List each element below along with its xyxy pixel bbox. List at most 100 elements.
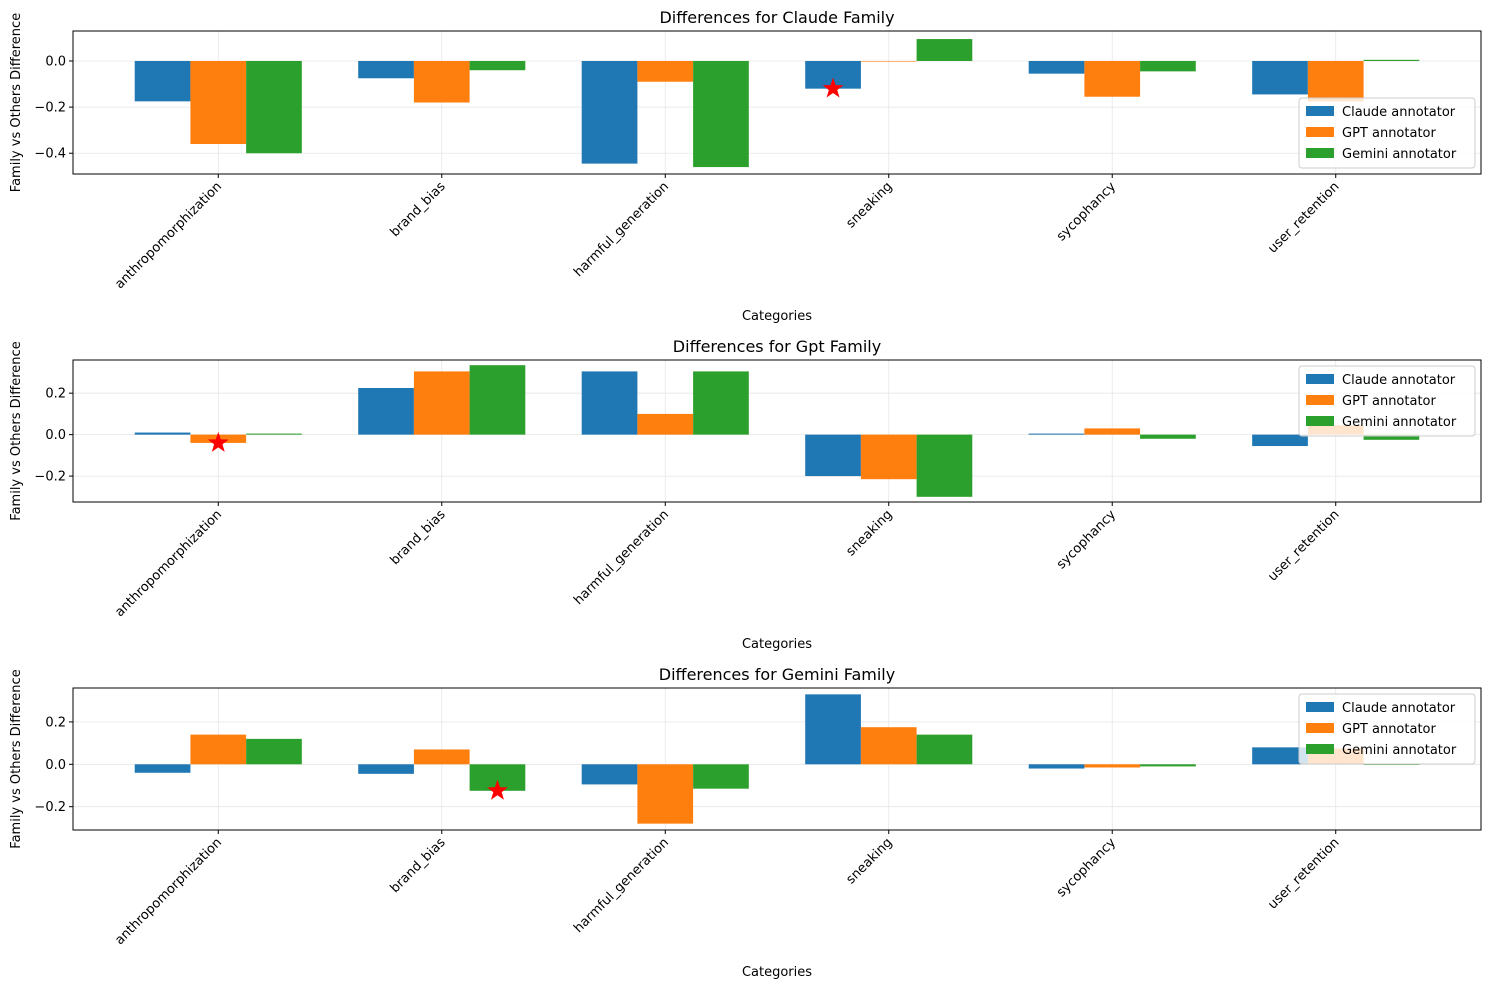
bar-gpt-sneaking: [860, 727, 917, 765]
star-marker: [207, 431, 229, 452]
chart-panel-1: −0.4 −0.2 0.0 anthropomorphization brand_bia…: [9, 8, 1482, 324]
bar-gemini-brand_bias: [469, 365, 526, 435]
star-marker: [822, 77, 844, 98]
y-tick-label: 0.0: [45, 428, 66, 443]
x-tick-label: brand_bias: [388, 179, 449, 240]
bar-gemini-sycophancy: [1140, 764, 1196, 767]
axes-frame: [72, 687, 1482, 831]
star-marker: [487, 779, 508, 800]
bar-gemini-sneaking: [916, 39, 973, 61]
legend-label: Claude annotator: [1342, 701, 1456, 716]
x-tick-label: sycophancy: [1054, 835, 1119, 900]
bar-claude-anthropomorphization: [134, 432, 191, 435]
bar-gemini-harmful_generation: [693, 371, 749, 435]
axes-frame: [72, 30, 1482, 175]
legend-label: GPT annotator: [1342, 126, 1436, 141]
legend-swatch: [1306, 374, 1334, 384]
bar-claude-user_retention: [1252, 747, 1308, 765]
legend-label: Gemini annotator: [1342, 147, 1457, 162]
x-tick-label: harmful_generation: [571, 835, 672, 936]
legend-swatch: [1306, 148, 1334, 158]
x-tick-label: sycophancy: [1054, 179, 1119, 244]
bar-gpt-user_retention: [1307, 60, 1364, 102]
bar-claude-sycophancy: [1028, 433, 1085, 435]
legend-box: [1298, 365, 1476, 437]
x-tick-label: sneaking: [844, 507, 896, 559]
legend-swatch: [1306, 127, 1334, 137]
legend: Claude annotator GPT annotator Gemini anno…: [1298, 693, 1476, 765]
x-tick-label: harmful_generation: [571, 179, 672, 280]
bar-claude-sneaking: [805, 694, 861, 765]
y-tick-label: −0.2: [34, 800, 66, 815]
bar-gemini-brand_bias: [469, 60, 526, 71]
bar-gpt-anthropomorphization: [190, 60, 247, 145]
bar-gemini-anthropomorphization: [246, 433, 302, 435]
bar-gemini-user_retention: [1363, 59, 1420, 61]
y-tick-label: 0.2: [45, 387, 66, 402]
bar-gpt-anthropomorphization: [190, 734, 247, 765]
bar-claude-harmful_generation: [581, 60, 638, 164]
y-axis-label: Family vs Others Difference: [9, 341, 24, 520]
bar-claude-user_retention: [1252, 434, 1308, 447]
legend-label: GPT annotator: [1342, 722, 1436, 737]
y-axis-label: Family vs Others Difference: [9, 13, 24, 192]
legend-swatch: [1306, 744, 1334, 754]
legend-swatch: [1306, 416, 1334, 426]
legend-label: Gemini annotator: [1342, 743, 1457, 758]
bar-gemini-harmful_generation: [693, 60, 749, 168]
bar-claude-brand_bias: [358, 387, 414, 435]
bar-gpt-sneaking: [860, 60, 917, 62]
axes-frame: [72, 359, 1482, 503]
bar-claude-harmful_generation: [581, 764, 638, 785]
chart-title: Differences for Gpt Family: [673, 337, 881, 356]
x-axis-label: Categories: [742, 637, 812, 652]
bar-gpt-sycophancy: [1084, 428, 1141, 435]
bar-claude-sycophancy: [1028, 764, 1085, 769]
bar-claude-anthropomorphization: [134, 764, 191, 773]
x-tick-label: anthropomorphization: [112, 179, 225, 292]
x-tick-label: user_retention: [1265, 835, 1342, 912]
bar-claude-harmful_generation: [581, 371, 638, 435]
x-tick-label: anthropomorphization: [112, 835, 225, 948]
chart-title: Differences for Gemini Family: [659, 665, 895, 684]
bar-gemini-user_retention: [1363, 764, 1420, 765]
bar-gpt-brand_bias: [413, 749, 470, 765]
x-tick-label: user_retention: [1265, 179, 1342, 256]
legend-swatch: [1306, 702, 1334, 712]
bar-gpt-brand_bias: [413, 60, 470, 103]
bar-gemini-sneaking: [916, 434, 973, 497]
x-tick-label: harmful_generation: [571, 507, 672, 608]
chart-panel-3: −0.2 0.0 0.2 anthropomorphization brand_bias…: [9, 665, 1482, 980]
y-tick-label: −0.2: [34, 470, 66, 485]
bar-gpt-harmful_generation: [637, 764, 694, 824]
y-tick-label: −0.4: [34, 147, 66, 162]
legend-label: Claude annotator: [1342, 105, 1456, 120]
y-tick-label: −0.2: [34, 101, 66, 116]
bar-claude-brand_bias: [358, 764, 414, 774]
legend-swatch: [1306, 395, 1334, 405]
y-axis-label: Family vs Others Difference: [9, 669, 24, 848]
legend-box: [1298, 693, 1476, 765]
bar-gpt-brand_bias: [413, 371, 470, 435]
x-tick-label: anthropomorphization: [112, 507, 225, 620]
bar-claude-user_retention: [1252, 60, 1308, 95]
x-axis-label: Categories: [742, 309, 812, 324]
x-tick-label: sneaking: [844, 179, 896, 231]
bar-gemini-anthropomorphization: [246, 738, 302, 765]
legend-label: GPT annotator: [1342, 394, 1436, 409]
x-tick-label: brand_bias: [388, 507, 449, 568]
bar-claude-anthropomorphization: [134, 60, 191, 102]
bar-gpt-sycophancy: [1084, 764, 1141, 768]
legend-swatch: [1306, 106, 1334, 116]
bar-gpt-harmful_generation: [637, 60, 694, 82]
x-tick-label: sycophancy: [1054, 507, 1119, 572]
bar-gemini-harmful_generation: [693, 764, 749, 789]
y-tick-label: 0.2: [45, 715, 66, 730]
legend-box: [1298, 97, 1476, 169]
legend-swatch: [1306, 723, 1334, 733]
bar-gemini-user_retention: [1363, 434, 1420, 440]
x-tick-label: sneaking: [844, 835, 896, 887]
legend-label: Claude annotator: [1342, 373, 1456, 388]
bar-claude-sycophancy: [1028, 60, 1085, 74]
